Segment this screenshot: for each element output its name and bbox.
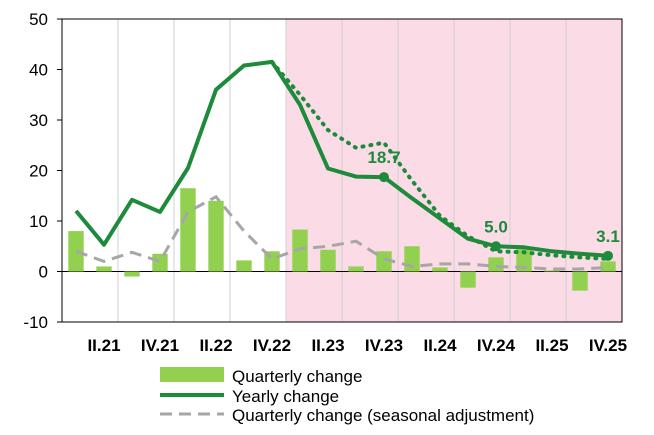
quarterly-change-bar bbox=[96, 266, 112, 272]
y-tick-label: 30 bbox=[29, 111, 48, 130]
annotation-label: 5.0 bbox=[484, 217, 508, 236]
quarterly-change-bar bbox=[376, 251, 392, 272]
quarterly-change-bar bbox=[208, 200, 224, 272]
annotation-marker bbox=[491, 241, 501, 252]
y-tick-label: 20 bbox=[29, 162, 48, 181]
quarterly-change-bar bbox=[460, 271, 476, 288]
quarterly-change-bar bbox=[544, 270, 560, 272]
x-tick-label: IV.23 bbox=[365, 336, 403, 355]
legend-label: Yearly change bbox=[232, 387, 339, 406]
annotation-marker bbox=[603, 250, 613, 261]
y-tick-label: 0 bbox=[39, 263, 48, 282]
quarterly-change-bar bbox=[124, 271, 140, 277]
x-tick-label: II.24 bbox=[423, 336, 457, 355]
y-tick-label: -10 bbox=[23, 313, 48, 332]
x-tick-label: II.25 bbox=[535, 336, 568, 355]
quarterly-change-bar bbox=[348, 266, 364, 272]
legend-label: Quarterly change bbox=[232, 367, 362, 386]
quarterly-change-bar bbox=[488, 257, 504, 272]
yearly-change-line bbox=[74, 59, 609, 258]
legend-label: Quarterly change (seasonal adjustment) bbox=[232, 406, 534, 425]
legend-swatch-bar bbox=[160, 367, 224, 382]
quarterly-change-bar bbox=[180, 188, 196, 272]
quarterly-change-bar bbox=[600, 261, 616, 272]
x-tick-label: IV.21 bbox=[141, 336, 179, 355]
quarterly-change-bar bbox=[236, 260, 252, 272]
x-tick-label: II.21 bbox=[87, 336, 120, 355]
forecast-dotted-line bbox=[270, 59, 610, 261]
y-tick-label: 40 bbox=[29, 61, 48, 80]
annotation-label: 3.1 bbox=[596, 227, 620, 246]
x-tick-label: II.23 bbox=[311, 336, 344, 355]
x-tick-label: IV.22 bbox=[253, 336, 291, 355]
x-tick-label: IV.24 bbox=[477, 336, 516, 355]
quarterly-change-bar bbox=[292, 229, 308, 272]
y-tick-label: 50 bbox=[29, 10, 48, 29]
x-tick-label: IV.25 bbox=[589, 336, 627, 355]
y-tick-label: 10 bbox=[29, 212, 48, 231]
annotation-marker bbox=[379, 172, 389, 183]
quarterly-change-bar bbox=[320, 249, 336, 272]
seasonal-adjustment-line bbox=[75, 194, 609, 271]
quarterly-change-bar bbox=[432, 267, 448, 272]
quarterly-change-bar bbox=[572, 271, 588, 291]
x-tick-label: II.22 bbox=[199, 336, 232, 355]
quarterly-change-bar bbox=[152, 253, 168, 272]
quarterly-change-bar bbox=[516, 247, 532, 272]
annotation-label: 18.7 bbox=[367, 148, 400, 167]
